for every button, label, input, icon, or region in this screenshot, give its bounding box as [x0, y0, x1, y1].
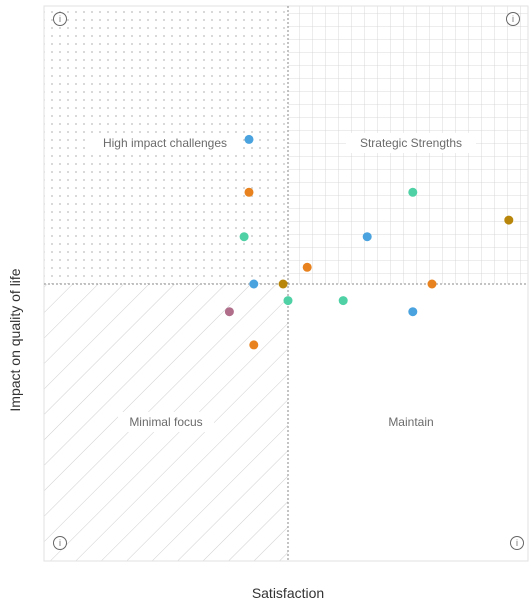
quadrant-label-minimal-focus: Minimal focus [129, 415, 202, 429]
scatter-point[interactable] [338, 296, 348, 306]
scatter-point[interactable] [239, 232, 249, 242]
quadrant-label-strategic-strengths: Strategic Strengths [360, 136, 462, 150]
label-bg-top-left [88, 133, 240, 153]
scatter-point[interactable] [244, 134, 254, 144]
y-axis-label: Impact on quality of life [7, 268, 23, 411]
scatter-point[interactable] [249, 340, 259, 350]
label-bg-bottom-left [118, 412, 214, 432]
info-icon-glyph: i [516, 538, 518, 548]
label-bg-top-right [346, 133, 476, 153]
scatter-point[interactable] [408, 187, 418, 197]
info-icon[interactable]: i [506, 12, 520, 26]
info-icon-glyph: i [59, 538, 61, 548]
data-points [224, 134, 514, 350]
scatter-point[interactable] [427, 279, 437, 289]
quadrant-label-maintain: Maintain [388, 415, 433, 429]
scatter-point[interactable] [249, 279, 259, 289]
scatter-point[interactable] [244, 187, 254, 197]
scatter-point[interactable] [362, 232, 372, 242]
scatter-point[interactable] [302, 262, 312, 272]
quadrant-label-high-impact: High impact challenges [103, 136, 227, 150]
x-axis-label: Satisfaction [252, 585, 324, 601]
scatter-point[interactable] [278, 279, 288, 289]
info-icon[interactable]: i [53, 12, 67, 26]
scatter-point[interactable] [283, 296, 293, 306]
scatter-point[interactable] [408, 307, 418, 317]
quadrant-bottom-right-area [288, 284, 528, 561]
info-icon-glyph: i [59, 14, 61, 24]
info-icon-glyph: i [512, 14, 514, 24]
scatter-point[interactable] [224, 307, 234, 317]
scatter-point[interactable] [504, 215, 514, 225]
info-icon[interactable]: i [53, 536, 67, 550]
info-icon[interactable]: i [510, 536, 524, 550]
